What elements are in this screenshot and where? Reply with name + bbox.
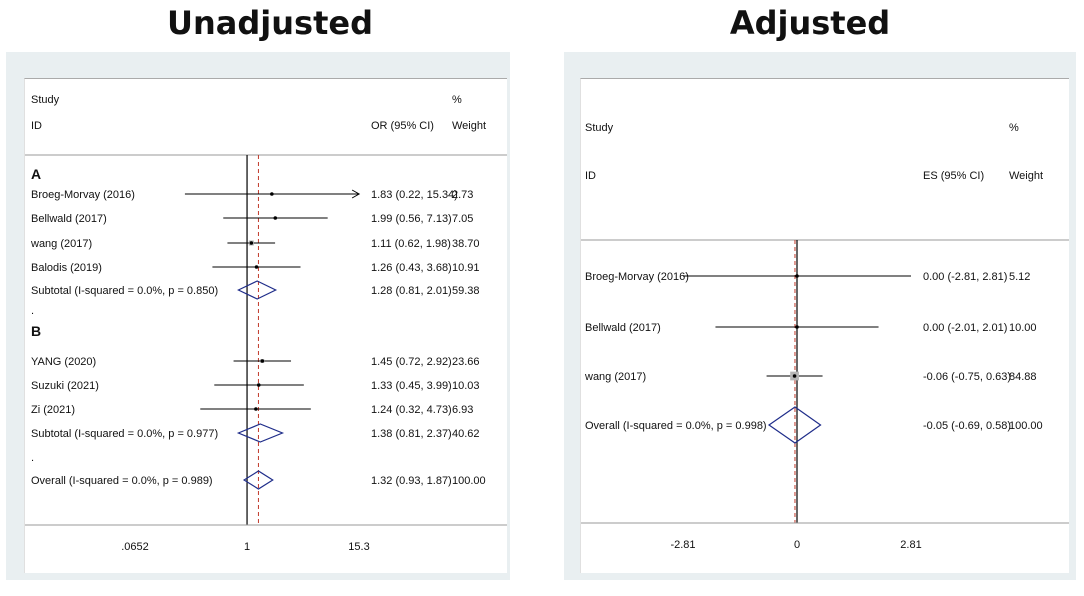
point-estimate [256,383,261,387]
x-tick-label: 1 [244,541,250,553]
study-label: Balodis (2019) [31,262,102,274]
header-id: ID [585,170,596,182]
effect-ci-text: 1.26 (0.43, 3.68) [371,262,452,274]
study-label: Subtotal (I-squared = 0.0%, p = 0.850) [31,285,218,297]
right-plot-area: Study ID ES (95% CI)% Weight Broeg-Morvay (2… [580,78,1069,573]
study-label: Overall (I-squared = 0.0%, p = 0.998) [585,420,767,432]
weight-text: 100.00 [452,475,486,487]
x-tick-label: 15.3 [348,541,369,553]
weight-text: 7.05 [452,213,473,225]
left-forest-panel: Study ID OR (95% CI)% Weight A Broeg-Morvay (… [6,52,510,580]
point-estimate [795,274,799,278]
study-label: Bellwald (2017) [31,213,107,225]
study-label: YANG (2020) [31,356,96,368]
right-forest-plot: Study ID ES (95% CI)% Weight Broeg-Morvay (2… [581,122,1069,551]
effect-ci-text: 1.24 (0.32, 4.73) [371,404,452,416]
effect-ci-text: 1.32 (0.93, 1.87) [371,475,452,487]
effect-ci-text: 1.11 (0.62, 1.98) [371,238,451,250]
point-estimate [273,216,278,220]
weight-text: 38.70 [452,238,480,250]
right-forest-panel: Study ID ES (95% CI)% Weight Broeg-Morvay (2… [564,52,1076,580]
study-label: Broeg-Morvay (2016) [585,271,689,283]
x-tick-label: 0 [794,539,800,551]
group-label: A [31,166,41,182]
point-estimate [254,407,258,411]
weight-text: 5.12 [1009,271,1030,283]
left-plot-area: Study ID OR (95% CI)% Weight A Broeg-Morvay (… [24,78,507,573]
header-weight: Weight [1009,170,1043,182]
summary-diamond [236,423,285,443]
spacer-dot: . [31,452,34,464]
weight-text: 10.00 [1009,322,1037,334]
header-study: Study [31,94,60,106]
weight-text: 2.73 [452,189,473,201]
group-label: B [31,323,41,339]
effect-ci-text: 1.99 (0.56, 7.13) [371,213,452,225]
header-study: Study [585,122,614,134]
effect-ci-text: 1.83 (0.22, 15.34) [371,189,458,201]
right-panel-title: Adjusted [729,4,891,42]
summary-diamond [242,470,274,490]
effect-ci-text: -0.06 (-0.75, 0.63) [923,371,1011,383]
header-effect: OR (95% CI) [371,120,434,132]
point-estimate [795,325,799,329]
effect-ci-text: -0.05 (-0.69, 0.58) [923,420,1011,432]
x-tick-label: -2.81 [670,539,695,551]
study-label: Suzuki (2021) [31,380,99,392]
point-estimate [260,359,265,363]
ci-arrow [351,189,361,199]
header-percent: % [452,94,462,106]
study-label: Overall (I-squared = 0.0%, p = 0.989) [31,475,213,487]
study-label: Zi (2021) [31,404,75,416]
point-estimate [249,241,254,245]
weight-text: 84.88 [1009,371,1037,383]
study-label: Broeg-Morvay (2016) [31,189,135,201]
point-estimate [254,265,259,269]
weight-text: 6.93 [452,404,473,416]
header-percent: % [1009,122,1019,134]
weight-text: 10.03 [452,380,480,392]
study-label: Bellwald (2017) [585,322,661,334]
effect-ci-text: 1.33 (0.45, 3.99) [371,380,452,392]
point-estimate [270,192,274,196]
header-weight: Weight [452,120,486,132]
x-tick-label: .0652 [121,541,149,553]
effect-ci-text: 1.28 (0.81, 2.01) [371,285,452,297]
weight-text: 59.38 [452,285,480,297]
left-forest-plot: Study ID OR (95% CI)% Weight A Broeg-Morvay (… [25,94,507,553]
weight-text: 100.00 [1009,420,1043,432]
summary-diamond [767,406,822,444]
effect-ci-text: 1.45 (0.72, 2.92) [371,356,452,368]
study-label: wang (2017) [584,371,646,383]
x-tick-label: 2.81 [900,539,921,551]
point-estimate [792,374,797,378]
study-label: Subtotal (I-squared = 0.0%, p = 0.977) [31,428,218,440]
study-label: wang (2017) [30,238,92,250]
weight-text: 23.66 [452,356,480,368]
spacer-dot: . [31,305,34,317]
effect-ci-text: 0.00 (-2.01, 2.01) [923,322,1007,334]
header-effect: ES (95% CI) [923,170,984,182]
weight-text: 40.62 [452,428,480,440]
left-panel-title: Unadjusted [167,4,373,42]
weight-text: 10.91 [452,262,480,274]
effect-ci-text: 1.38 (0.81, 2.37) [371,428,452,440]
header-id: ID [31,120,42,132]
effect-ci-text: 0.00 (-2.81, 2.81) [923,271,1007,283]
summary-diamond [237,280,278,300]
